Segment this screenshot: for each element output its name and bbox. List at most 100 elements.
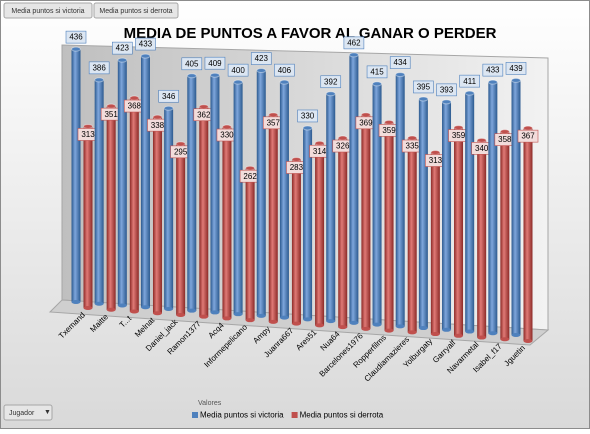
bar-body bbox=[279, 82, 289, 318]
bar-base bbox=[511, 333, 521, 337]
bar-base bbox=[71, 300, 81, 304]
bar bbox=[360, 112, 371, 331]
bar bbox=[221, 124, 232, 321]
bar-body bbox=[152, 117, 162, 314]
bar-base bbox=[164, 306, 174, 311]
data-label-box bbox=[517, 129, 539, 143]
bar-base bbox=[454, 333, 464, 338]
data-label: 409 bbox=[208, 59, 222, 68]
legend-label: Media puntos si victoria bbox=[200, 411, 284, 420]
bar bbox=[268, 112, 279, 324]
legend-label: Media puntos si derrota bbox=[300, 411, 384, 420]
field-button[interactable] bbox=[3, 2, 93, 19]
field-button-label[interactable]: Jugador bbox=[9, 410, 35, 417]
bar-top bbox=[221, 124, 232, 130]
bar-body bbox=[106, 106, 116, 310]
data-label: 433 bbox=[139, 40, 153, 49]
data-label: 359 bbox=[452, 131, 466, 140]
bar-body bbox=[384, 122, 394, 331]
bar-body bbox=[129, 98, 139, 312]
bar bbox=[453, 125, 464, 338]
bar bbox=[245, 165, 256, 323]
bar-body bbox=[187, 75, 197, 311]
data-label-box bbox=[320, 75, 342, 89]
data-label-box bbox=[88, 61, 110, 75]
bar-body bbox=[303, 127, 313, 320]
bar-top bbox=[71, 46, 81, 52]
bar bbox=[523, 125, 533, 343]
data-label: 434 bbox=[394, 58, 408, 67]
bar-body bbox=[245, 168, 255, 321]
bar-top bbox=[407, 135, 418, 141]
bar-top bbox=[302, 125, 313, 131]
bar-base bbox=[140, 305, 150, 310]
bar-body bbox=[454, 127, 464, 336]
data-label: 351 bbox=[104, 110, 118, 119]
data-label-box bbox=[112, 41, 133, 55]
bar-top bbox=[337, 135, 348, 141]
bar-base bbox=[152, 311, 162, 316]
bar-top bbox=[348, 52, 359, 58]
field-button-label[interactable]: Media puntos si derrota bbox=[99, 8, 172, 15]
bar-top bbox=[94, 77, 105, 83]
bar-body bbox=[511, 80, 521, 335]
data-label: 330 bbox=[301, 112, 315, 121]
data-label: 326 bbox=[336, 142, 350, 151]
field-button[interactable] bbox=[3, 404, 53, 421]
bar-base bbox=[199, 314, 209, 319]
bar bbox=[430, 150, 441, 337]
data-label: 262 bbox=[243, 172, 257, 181]
bar-base bbox=[338, 325, 348, 330]
bar bbox=[94, 77, 105, 306]
bar bbox=[71, 46, 81, 304]
bar-body bbox=[372, 83, 382, 325]
data-label-box bbox=[505, 62, 527, 75]
bar-base bbox=[83, 306, 93, 310]
data-label: 330 bbox=[220, 131, 234, 140]
bar-base bbox=[210, 310, 220, 315]
bar-base bbox=[187, 308, 197, 313]
bar-base bbox=[361, 326, 371, 331]
bar-top bbox=[256, 68, 267, 74]
bar-base bbox=[442, 327, 452, 332]
bar bbox=[152, 114, 163, 316]
bar-base bbox=[245, 318, 255, 323]
field-button[interactable] bbox=[93, 2, 179, 19]
bar bbox=[83, 123, 93, 310]
bar-top bbox=[325, 91, 336, 97]
data-label: 462 bbox=[347, 38, 361, 47]
bar bbox=[372, 81, 383, 327]
bar-base bbox=[372, 322, 382, 327]
bar-body bbox=[233, 82, 243, 315]
bar-body bbox=[465, 93, 475, 332]
bar-body bbox=[338, 138, 348, 328]
bar-body bbox=[164, 108, 174, 309]
bar bbox=[418, 96, 429, 331]
bar-base bbox=[349, 320, 359, 325]
dropdown-arrow[interactable]: ▼ bbox=[44, 409, 51, 416]
chart-title: MEDIA DE PUNTOS A FAVOR AL GANAR O PERDE… bbox=[124, 25, 497, 42]
bar-top bbox=[453, 125, 464, 131]
bar-body bbox=[442, 101, 452, 330]
data-label-box bbox=[204, 56, 226, 70]
bar-top bbox=[499, 129, 510, 135]
data-label: 439 bbox=[509, 64, 523, 73]
bar-body bbox=[199, 106, 209, 317]
bar bbox=[395, 72, 406, 329]
bar bbox=[499, 129, 510, 342]
data-label-box bbox=[297, 109, 318, 123]
data-label: 346 bbox=[162, 92, 176, 101]
bar-base bbox=[256, 313, 266, 318]
bar-top bbox=[430, 150, 441, 156]
data-label-box bbox=[227, 63, 249, 77]
bar-body bbox=[477, 140, 487, 338]
bar-top bbox=[314, 140, 325, 146]
bar bbox=[407, 135, 418, 335]
data-label-box bbox=[250, 52, 272, 65]
data-label: 340 bbox=[475, 144, 489, 153]
bar-top bbox=[418, 96, 429, 102]
bar bbox=[198, 104, 209, 319]
field-button-label[interactable]: Media puntos si victoria bbox=[11, 8, 84, 15]
bar-base bbox=[523, 339, 533, 343]
data-label-box bbox=[366, 65, 388, 79]
